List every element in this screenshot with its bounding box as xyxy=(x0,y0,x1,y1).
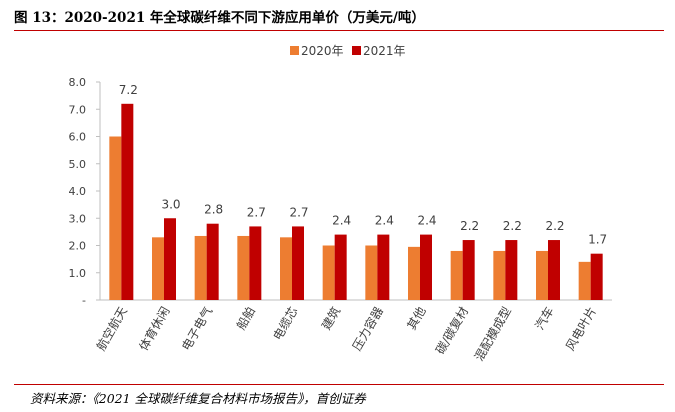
x-tick-label: 建筑 xyxy=(318,304,343,332)
bar-2020年-建筑 xyxy=(322,245,335,300)
bar-2020年-汽车 xyxy=(536,250,548,300)
bar-2020年-碳/碳复材 xyxy=(450,250,463,300)
bar-2020年-电子电气 xyxy=(194,235,207,300)
bar-2021年-混配模成型 xyxy=(505,240,518,300)
data-label: 2.4 xyxy=(332,214,351,228)
legend-swatch xyxy=(352,46,361,55)
bar-2021年-船舶 xyxy=(249,226,262,300)
data-label: 2.7 xyxy=(289,205,308,219)
bar-2020年-航空航天 xyxy=(109,136,122,300)
bar-2021年-汽车 xyxy=(548,240,560,300)
x-tick-label: 汽车 xyxy=(532,304,557,332)
y-tick-label: 5.0 xyxy=(69,158,87,171)
legend-swatch xyxy=(290,46,299,55)
data-label: 2.2 xyxy=(545,219,564,233)
data-label: 2.2 xyxy=(503,219,522,233)
y-tick-label: 4.0 xyxy=(69,185,87,198)
bar-2021年-体育休闲 xyxy=(164,218,176,300)
bar-2020年-压力容器 xyxy=(365,245,378,300)
y-tick-label: - xyxy=(82,294,86,307)
data-label: 2.2 xyxy=(460,219,479,233)
x-tick-label: 体育休闲 xyxy=(136,304,173,353)
legend-label: 2021年 xyxy=(363,44,406,58)
bar-2020年-船舶 xyxy=(237,235,250,300)
x-tick-label: 电子电气 xyxy=(178,304,215,353)
source-note: 资料来源：《2021 全球碳纤维复合材料市场报告》，首创证券 xyxy=(30,391,366,406)
bar-2020年-风电叶片 xyxy=(578,261,591,300)
data-label: 2.7 xyxy=(247,205,266,219)
y-tick-label: 6.0 xyxy=(69,131,87,144)
y-tick-label: 7.0 xyxy=(69,103,87,116)
y-tick-label: 2.0 xyxy=(69,240,87,253)
data-label: 2.4 xyxy=(375,214,394,228)
bar-2021年-电子电气 xyxy=(206,223,219,300)
legend-label: 2020年 xyxy=(301,44,344,58)
data-label: 2.8 xyxy=(204,203,223,217)
data-label: 1.7 xyxy=(588,233,607,247)
x-tick-label: 压力容器 xyxy=(349,304,386,353)
x-tick-label: 混配模成型 xyxy=(472,305,514,364)
bar-2021年-碳/碳复材 xyxy=(462,240,475,300)
top-rule xyxy=(14,30,664,31)
x-tick-label: 风电叶片 xyxy=(563,305,599,354)
x-tick-label: 其他 xyxy=(404,305,428,333)
y-tick-label: 1.0 xyxy=(69,267,87,280)
bar-2021年-风电叶片 xyxy=(590,253,603,300)
x-tick-label: 船舶 xyxy=(233,304,258,332)
x-tick-label: 航空航天 xyxy=(93,304,130,353)
bar-2021年-航空航天 xyxy=(121,103,134,300)
bar-2020年-其他 xyxy=(408,246,420,300)
bar-2020年-电缆芯 xyxy=(280,237,292,300)
data-label: 2.4 xyxy=(417,214,436,228)
data-label: 3.0 xyxy=(161,197,180,211)
figure-title: 图 13：2020-2021 年全球碳纤维不同下游应用单价（万美元/吨） xyxy=(14,10,425,26)
bar-2021年-压力容器 xyxy=(377,234,390,300)
y-tick-label: 8.0 xyxy=(69,76,87,89)
bar-2021年-其他 xyxy=(420,234,432,300)
bar-2020年-体育休闲 xyxy=(152,237,164,300)
bottom-rule xyxy=(14,384,664,385)
x-tick-label: 碳/碳复材 xyxy=(433,304,471,356)
data-label: 7.2 xyxy=(119,83,138,97)
y-tick-label: 3.0 xyxy=(69,212,87,225)
x-tick-label: 电缆芯 xyxy=(270,305,300,343)
bar-2020年-混配模成型 xyxy=(493,250,506,300)
bar-2021年-建筑 xyxy=(334,234,347,300)
bar-2021年-电缆芯 xyxy=(292,226,304,300)
